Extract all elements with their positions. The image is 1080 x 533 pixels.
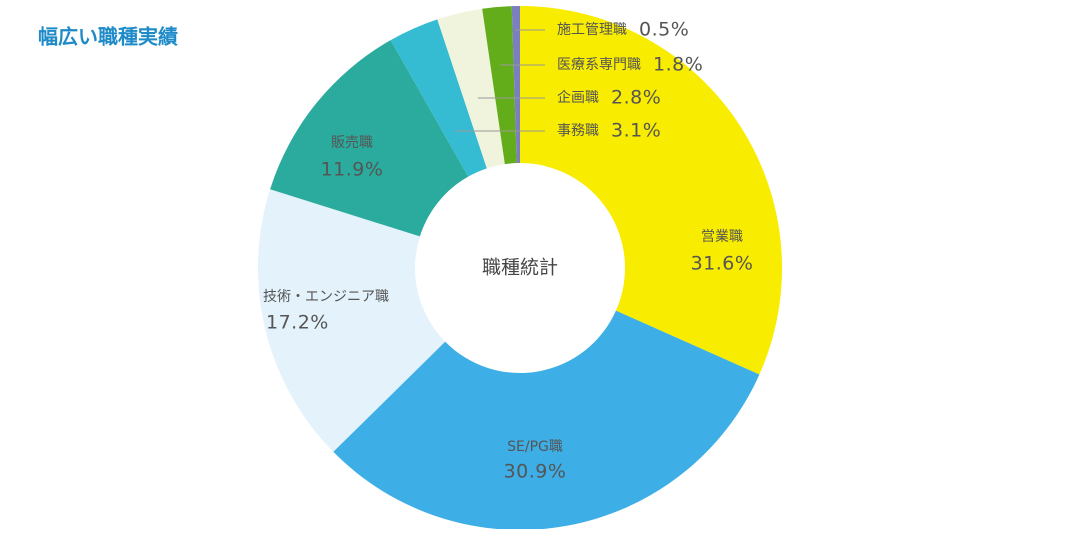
segment-name: 施工管理職 — [557, 22, 627, 38]
donut-segment — [270, 40, 469, 237]
segment-name: 医療系専門職 — [557, 56, 641, 73]
segment-name: 事務職 — [557, 123, 599, 139]
segment-value: 1.8% — [653, 54, 703, 76]
segment-value: 3.1% — [611, 120, 661, 142]
segment-value: 2.8% — [611, 87, 661, 109]
donut-segment — [482, 6, 517, 165]
center-label: 職種統計 — [482, 257, 558, 279]
segment-name: 販売職 — [331, 135, 373, 151]
segment-name: 企画職 — [557, 89, 599, 106]
donut-segment — [258, 189, 446, 452]
donut-segment — [333, 310, 760, 530]
segment-name: SE/PG職 — [507, 439, 563, 455]
segment-value: 31.6% — [691, 253, 754, 275]
donut-segment — [520, 6, 783, 375]
segment-value: 30.9% — [504, 461, 567, 483]
segment-name: 営業職 — [701, 229, 743, 245]
segment-value: 17.2% — [266, 312, 329, 334]
donut-segment — [390, 19, 487, 177]
chart-title: 幅広い職種実績 — [38, 25, 178, 49]
segment-name: 技術・エンジニア職 — [263, 289, 389, 305]
donut-segment — [511, 6, 520, 164]
segment-value: 11.9% — [321, 159, 384, 181]
segment-value: 0.5% — [639, 19, 689, 41]
donut-segment — [437, 8, 505, 169]
